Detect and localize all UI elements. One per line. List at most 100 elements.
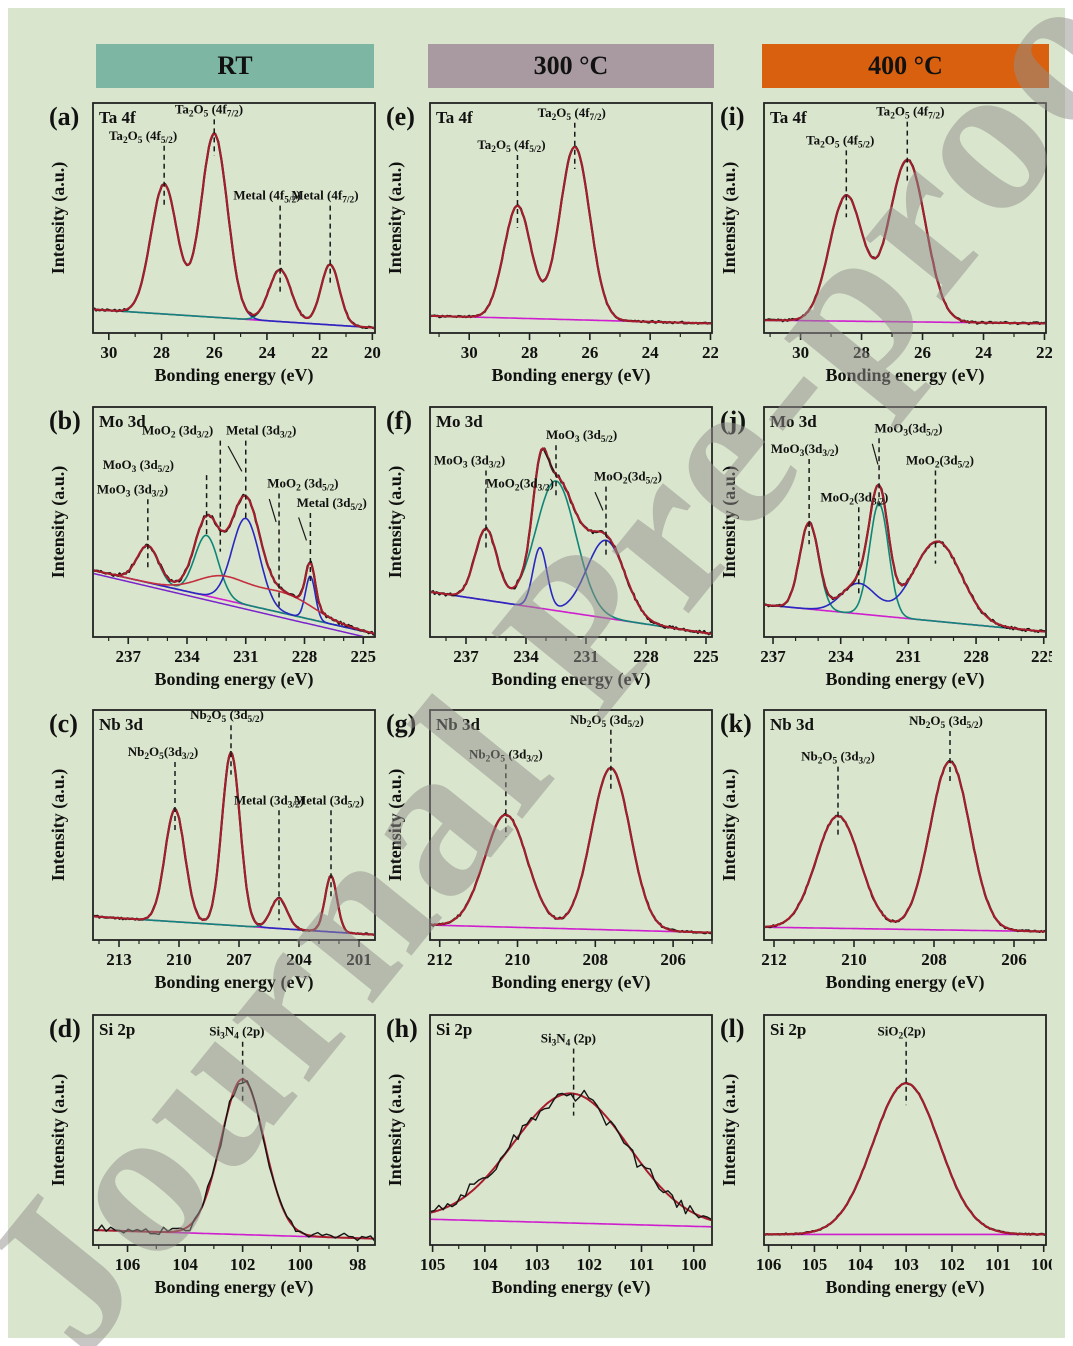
svg-text:MoO3(3d5/2): MoO3(3d5/2) — [875, 420, 943, 438]
svg-text:Si 2p: Si 2p — [436, 1020, 472, 1039]
svg-text:210: 210 — [166, 950, 192, 969]
svg-text:(j): (j) — [720, 406, 746, 435]
svg-text:Nb2O5 (3d5/2): Nb2O5 (3d5/2) — [570, 712, 644, 730]
svg-text:Bonding energy (eV): Bonding energy (eV) — [492, 669, 651, 690]
svg-text:206: 206 — [1001, 950, 1027, 969]
svg-text:225: 225 — [351, 647, 377, 666]
svg-text:(c): (c) — [49, 709, 78, 738]
svg-text:30: 30 — [461, 343, 478, 362]
svg-text:20: 20 — [364, 343, 381, 362]
svg-text:102: 102 — [577, 1255, 603, 1274]
svg-text:Bonding energy (eV): Bonding energy (eV) — [826, 669, 985, 690]
svg-text:SiO2(2p): SiO2(2p) — [878, 1024, 926, 1042]
svg-text:Bonding energy (eV): Bonding energy (eV) — [155, 669, 314, 690]
svg-text:Intensity (a.u.): Intensity (a.u.) — [719, 162, 740, 275]
svg-text:Nb2O5 (3d3/2): Nb2O5 (3d3/2) — [469, 746, 543, 764]
svg-text:100: 100 — [287, 1255, 313, 1274]
svg-text:204: 204 — [286, 950, 312, 969]
svg-text:234: 234 — [828, 647, 854, 666]
svg-text:(g): (g) — [386, 709, 416, 738]
svg-text:Nb2O5 (3d5/2): Nb2O5 (3d5/2) — [909, 713, 983, 731]
svg-text:Mo 3d: Mo 3d — [436, 412, 483, 431]
svg-text:Intensity (a.u.): Intensity (a.u.) — [719, 1074, 740, 1187]
svg-text:Nb2O5 (3d5/2): Nb2O5 (3d5/2) — [190, 707, 264, 725]
panel-i-ta4f: 30 28 26 24 22 Bonding energy (eV) Intensity (… — [718, 95, 1052, 397]
panel-h-si2p: 105 104 103 102 101 100 Bonding energy (eV) Int… — [384, 1007, 718, 1309]
svg-text:(h): (h) — [386, 1014, 418, 1043]
svg-text:Metal (4f5/2): Metal (4f5/2) — [233, 188, 300, 206]
svg-text:Si 2p: Si 2p — [770, 1020, 806, 1039]
svg-text:212: 212 — [427, 950, 453, 969]
svg-text:100: 100 — [681, 1255, 707, 1274]
svg-text:Intensity (a.u.): Intensity (a.u.) — [48, 466, 69, 579]
spectrum-plot: 30 28 26 24 22 20 Bonding energy (eV) Intensity… — [48, 101, 381, 386]
spectrum-plot: 105 104 103 102 101 100 Bonding energy (eV) Int… — [385, 1014, 713, 1298]
svg-text:Metal (4f7/2): Metal (4f7/2) — [291, 188, 358, 206]
svg-text:Nb 3d: Nb 3d — [436, 715, 480, 734]
svg-text:24: 24 — [975, 343, 993, 362]
spectrum-plot: 237 234 231 228 225 Bonding energy (eV) Intens… — [719, 406, 1052, 690]
svg-text:Nb 3d: Nb 3d — [99, 715, 143, 734]
spectrum-plot: 30 28 26 24 22 Bonding energy (eV) Intensity (… — [385, 102, 718, 386]
spectrum-plot: 212 210 208 206 Bonding energy (eV) Intensity… — [385, 709, 713, 993]
svg-text:206: 206 — [660, 950, 686, 969]
spectrum-plot: 237 234 231 228 225 Bonding energy (eV) Intens… — [48, 406, 377, 690]
svg-text:228: 228 — [963, 647, 989, 666]
panel-e-ta4f: 30 28 26 24 22 Bonding energy (eV) Intensity (… — [384, 95, 718, 397]
svg-text:Ta2O5 (4f7/2): Ta2O5 (4f7/2) — [175, 101, 243, 119]
svg-text:28: 28 — [521, 343, 538, 362]
svg-text:28: 28 — [153, 343, 170, 362]
svg-text:Metal (3d3/2): Metal (3d3/2) — [234, 792, 304, 810]
svg-text:Intensity (a.u.): Intensity (a.u.) — [719, 769, 740, 882]
svg-text:105: 105 — [420, 1255, 446, 1274]
svg-text:(i): (i) — [720, 102, 745, 131]
svg-text:Bonding energy (eV): Bonding energy (eV) — [155, 972, 314, 993]
svg-text:101: 101 — [629, 1255, 655, 1274]
svg-text:Bonding energy (eV): Bonding energy (eV) — [492, 972, 651, 993]
svg-text:Intensity (a.u.): Intensity (a.u.) — [719, 466, 740, 579]
svg-text:Ta2O5 (4f5/2): Ta2O5 (4f5/2) — [806, 132, 874, 150]
svg-text:Bonding energy (eV): Bonding energy (eV) — [826, 972, 985, 993]
panel-g-nb3d: 212 210 208 206 Bonding energy (eV) Intensity… — [384, 702, 718, 1004]
svg-text:Bonding energy (eV): Bonding energy (eV) — [826, 365, 985, 386]
svg-text:101: 101 — [985, 1255, 1011, 1274]
svg-text:Metal (3d5/2): Metal (3d5/2) — [294, 792, 364, 810]
spectrum-plot: 213 210 207 204 201 Bonding energy (eV) Intens… — [48, 707, 376, 993]
panel-a-ta4f: 30 28 26 24 22 20 Bonding energy (eV) Intensity… — [47, 95, 381, 397]
spectrum-plot: 237 234 231 228 225 Bonding energy (eV) Intens… — [385, 406, 718, 690]
spectrum-plot: 106 104 102 100 98 Bonding energy (eV) Intensi… — [48, 1014, 376, 1298]
svg-text:Intensity (a.u.): Intensity (a.u.) — [385, 162, 406, 275]
svg-text:Intensity (a.u.): Intensity (a.u.) — [48, 162, 69, 275]
svg-text:102: 102 — [939, 1255, 965, 1274]
svg-text:26: 26 — [581, 343, 598, 362]
svg-text:234: 234 — [174, 647, 200, 666]
spectrum-plot: 30 28 26 24 22 Bonding energy (eV) Intensity (… — [719, 102, 1052, 386]
svg-text:(k): (k) — [720, 709, 752, 738]
panel-j-mo3d: 237 234 231 228 225 Bonding energy (eV) Intens… — [718, 399, 1052, 701]
svg-text:106: 106 — [756, 1255, 782, 1274]
svg-text:210: 210 — [505, 950, 530, 969]
svg-text:Metal (3d3/2): Metal (3d3/2) — [226, 423, 296, 441]
svg-text:Mo 3d: Mo 3d — [770, 412, 817, 431]
panel-l-si2p: 106 105 104 103 102 101 100 Bonding energy (eV)… — [718, 1007, 1052, 1309]
svg-text:213: 213 — [106, 950, 132, 969]
svg-text:225: 225 — [693, 647, 718, 666]
svg-text:103: 103 — [893, 1255, 919, 1274]
svg-text:105: 105 — [802, 1255, 828, 1274]
svg-text:104: 104 — [472, 1255, 498, 1274]
svg-text:Nb2O5 (3d3/2): Nb2O5 (3d3/2) — [801, 749, 875, 767]
svg-text:(e): (e) — [386, 102, 415, 131]
svg-text:MoO3 (3d3/2): MoO3 (3d3/2) — [434, 453, 505, 471]
svg-text:Nb 3d: Nb 3d — [770, 715, 814, 734]
svg-text:MoO2 (3d3/2): MoO2 (3d3/2) — [142, 423, 213, 441]
svg-text:228: 228 — [633, 647, 659, 666]
svg-text:Bonding energy (eV): Bonding energy (eV) — [155, 365, 314, 386]
svg-text:MoO3 (3d5/2): MoO3 (3d5/2) — [546, 427, 617, 445]
svg-text:26: 26 — [206, 343, 223, 362]
svg-text:207: 207 — [226, 950, 252, 969]
svg-text:Bonding energy (eV): Bonding energy (eV) — [155, 1277, 314, 1298]
svg-text:237: 237 — [760, 647, 786, 666]
svg-text:30: 30 — [792, 343, 809, 362]
